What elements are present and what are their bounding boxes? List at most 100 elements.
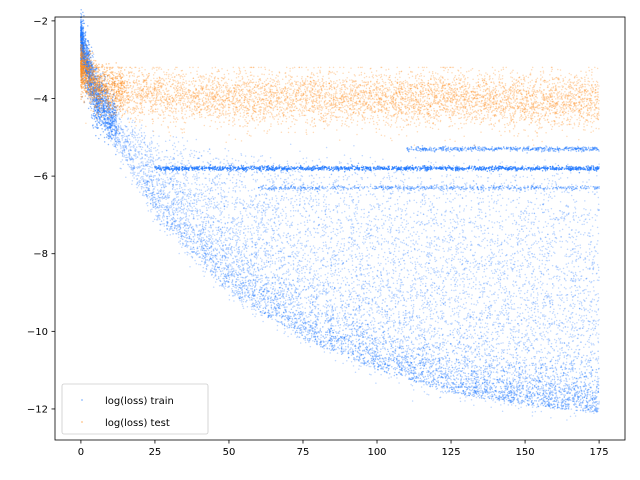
train-point — [489, 284, 491, 286]
train-point — [554, 314, 556, 316]
train-point — [265, 249, 268, 252]
train-point — [331, 311, 333, 313]
train-point — [247, 231, 249, 233]
train-point — [295, 270, 298, 273]
train-point — [204, 231, 206, 234]
train-point — [347, 312, 349, 314]
train-point — [268, 244, 271, 247]
train-point — [380, 271, 382, 273]
plot-area — [55, 17, 625, 440]
train-point — [480, 209, 482, 211]
train-point — [129, 172, 132, 174]
train-point — [427, 361, 429, 363]
train-point — [544, 336, 546, 338]
train-point — [222, 267, 225, 269]
train-point — [454, 270, 456, 272]
train-point — [492, 254, 495, 256]
train-point — [530, 246, 532, 249]
train-point — [458, 364, 461, 367]
train-point — [542, 356, 545, 359]
train-point — [350, 243, 353, 245]
train-point — [174, 211, 177, 213]
train-point — [251, 173, 254, 176]
train-point — [285, 270, 288, 273]
train-point — [488, 340, 491, 343]
train-point — [284, 217, 287, 219]
train-point — [346, 318, 349, 321]
train-point — [219, 192, 222, 194]
train-point — [453, 274, 455, 276]
train-point — [515, 363, 517, 365]
train-point — [330, 217, 332, 220]
train-point — [487, 314, 489, 317]
train-point — [581, 304, 583, 307]
train-point — [213, 170, 216, 172]
train-point — [293, 182, 295, 185]
train-point — [149, 209, 152, 211]
train-point — [170, 161, 172, 164]
train-point — [595, 357, 598, 360]
train-point — [273, 232, 276, 234]
train-point — [438, 271, 440, 273]
train-point — [440, 363, 442, 365]
train-point — [420, 280, 422, 283]
train-point — [597, 323, 600, 326]
train-point — [470, 277, 473, 280]
train-point — [549, 325, 552, 327]
train-point — [459, 204, 461, 207]
train-point — [129, 141, 132, 143]
train-point — [399, 287, 402, 289]
train-point — [383, 176, 385, 179]
train-point — [416, 249, 419, 252]
train-point — [592, 342, 594, 345]
train-point — [597, 387, 600, 390]
train-point — [128, 138, 131, 140]
train-point — [365, 319, 368, 322]
train-point — [169, 205, 172, 207]
train-point — [321, 210, 323, 212]
train-point — [411, 400, 414, 402]
train-point — [366, 176, 369, 179]
train-point — [423, 390, 426, 393]
train-point — [464, 374, 467, 377]
train-point — [112, 143, 114, 146]
train-point — [426, 241, 429, 244]
train-point — [454, 319, 457, 322]
train-point — [512, 233, 515, 236]
train-point — [522, 175, 525, 178]
train-point — [503, 326, 505, 328]
train-point — [539, 249, 542, 251]
train-point — [463, 278, 466, 280]
train-point — [488, 264, 491, 267]
train-point — [268, 295, 270, 297]
train-point — [405, 305, 407, 308]
train-point — [210, 216, 213, 218]
train-point — [217, 208, 220, 210]
train-point — [455, 289, 457, 291]
train-point — [287, 294, 290, 296]
train-point — [421, 328, 423, 331]
train-point — [247, 245, 250, 247]
train-point — [565, 239, 567, 242]
train-point — [146, 197, 149, 199]
train-point — [426, 393, 428, 395]
train-point — [389, 214, 392, 216]
train-point — [287, 268, 290, 270]
train-point — [315, 210, 318, 213]
train-point — [388, 377, 390, 379]
train-point — [370, 324, 373, 326]
train-point — [588, 346, 590, 348]
train-point — [117, 111, 120, 114]
train-point — [152, 160, 155, 162]
train-point — [539, 317, 542, 320]
train-point — [581, 290, 584, 292]
train-point — [369, 264, 371, 266]
train-point — [471, 244, 473, 246]
train-point — [469, 191, 471, 193]
train-point — [287, 199, 290, 201]
train-point — [119, 144, 122, 147]
train-point — [199, 199, 201, 202]
train-point — [597, 362, 600, 364]
train-point — [541, 231, 543, 233]
train-point — [330, 326, 332, 328]
